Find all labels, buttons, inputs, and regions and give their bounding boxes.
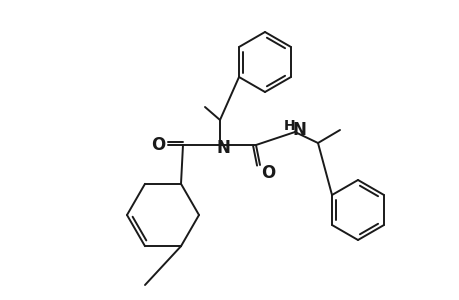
Text: O: O <box>151 136 165 154</box>
Text: O: O <box>260 164 274 182</box>
Text: N: N <box>291 121 305 139</box>
Text: H: H <box>284 119 295 133</box>
Text: N: N <box>216 139 230 157</box>
